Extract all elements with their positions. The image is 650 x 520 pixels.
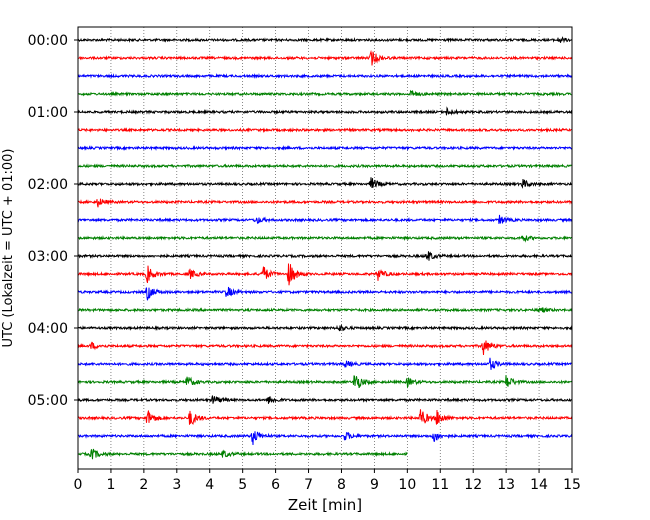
trace-0215 bbox=[77, 198, 573, 208]
trace-0515 bbox=[77, 409, 573, 425]
plot-frame bbox=[77, 26, 573, 470]
x-tick-label: 7 bbox=[304, 477, 313, 493]
x-tick-label: 8 bbox=[337, 477, 346, 493]
trace-0015 bbox=[77, 49, 573, 66]
trace-0100 bbox=[77, 106, 573, 116]
x-tick-label: 12 bbox=[464, 477, 482, 493]
y-axis: 00:00 01:00 02:00 03:00 04:00 05:00 bbox=[28, 33, 78, 409]
x-tick-label: 3 bbox=[172, 477, 181, 493]
x-tick-label: 2 bbox=[139, 477, 148, 493]
trace-0330 bbox=[77, 286, 573, 301]
y-axis-label: UTC (Lokalzeit = UTC + 01:00) bbox=[1, 149, 16, 348]
trace-0415 bbox=[77, 340, 573, 356]
x-tick-label: 10 bbox=[398, 477, 416, 493]
trace-0230 bbox=[77, 214, 573, 225]
trace-0245 bbox=[77, 234, 573, 243]
trace-0130 bbox=[77, 145, 573, 152]
x-axis: 0 1 2 3 4 5 6 7 8 9 10 11 12 13 14 15 bbox=[74, 469, 581, 493]
trace-0545 bbox=[78, 448, 408, 460]
x-tick-label: 13 bbox=[497, 477, 515, 493]
trace-0345 bbox=[78, 306, 573, 313]
trace-0500 bbox=[77, 395, 573, 404]
x-tick-label: 6 bbox=[271, 477, 280, 493]
trace-0430 bbox=[77, 357, 572, 370]
x-tick-label: 9 bbox=[370, 477, 379, 493]
x-tick-label: 15 bbox=[563, 477, 581, 493]
trace-0045 bbox=[77, 89, 573, 97]
trace-0145 bbox=[77, 163, 573, 169]
y-tick-label: 04:00 bbox=[28, 321, 68, 337]
trace-0530 bbox=[77, 431, 573, 446]
trace-0200 bbox=[77, 177, 573, 189]
trace-0315 bbox=[77, 263, 573, 286]
trace-0445 bbox=[77, 375, 573, 389]
x-tick-label: 5 bbox=[238, 477, 247, 493]
trace-0115 bbox=[77, 127, 573, 134]
y-tick-label: 05:00 bbox=[28, 393, 68, 409]
x-tick-label: 4 bbox=[205, 477, 214, 493]
y-tick-label: 00:00 bbox=[28, 33, 68, 49]
y-tick-label: 01:00 bbox=[28, 105, 68, 121]
trace-0030 bbox=[77, 72, 573, 80]
trace-0300 bbox=[77, 251, 573, 261]
trace-0000 bbox=[77, 36, 573, 44]
y-tick-label: 02:00 bbox=[28, 177, 68, 193]
y-tick-label: 03:00 bbox=[28, 249, 68, 265]
x-tick-label: 11 bbox=[431, 477, 449, 493]
x-tick-label: 14 bbox=[530, 477, 548, 493]
x-axis-label: Zeit [min] bbox=[288, 496, 362, 514]
x-tick-label: 1 bbox=[106, 477, 115, 493]
traces bbox=[77, 36, 573, 460]
trace-0400 bbox=[77, 323, 573, 332]
x-tick-label: 0 bbox=[74, 477, 83, 493]
